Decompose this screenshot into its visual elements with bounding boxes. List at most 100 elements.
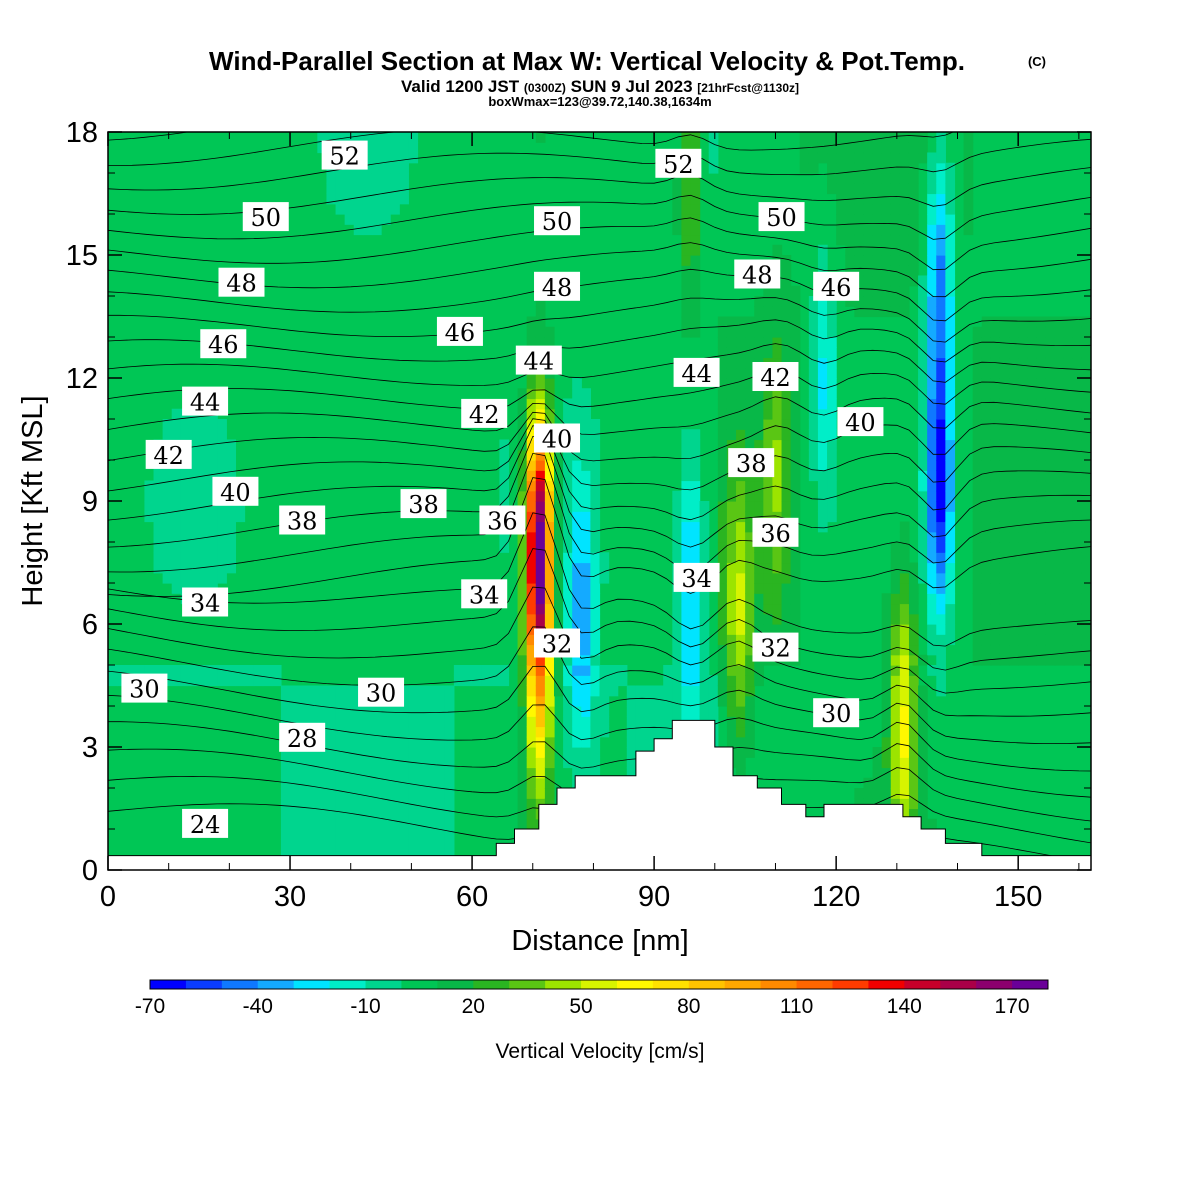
field-cell (827, 511, 837, 523)
field-cell (544, 747, 555, 758)
contour-label-box (728, 448, 775, 478)
field-cell (426, 706, 437, 717)
field-cell (936, 675, 946, 687)
field-cell (1063, 449, 1074, 461)
theta-line (108, 586, 1091, 694)
field-cell (171, 490, 182, 502)
field-cell (717, 449, 728, 461)
field-cell (517, 603, 528, 615)
field-cell (189, 562, 200, 574)
field-cell (1027, 593, 1037, 605)
field-cell (990, 624, 1001, 635)
field-cell (1081, 347, 1091, 359)
field-cell (927, 285, 937, 297)
field-cell (981, 480, 992, 492)
field-cell (745, 654, 755, 666)
field-cell (681, 706, 692, 717)
field-cell (408, 777, 419, 789)
field-cell (845, 183, 855, 195)
field-cell (326, 808, 337, 820)
field-cell (817, 511, 828, 523)
field-cell (681, 675, 692, 687)
field-cell (918, 398, 928, 410)
field-cell (217, 521, 227, 533)
field-cell (162, 562, 173, 574)
field-cell (335, 685, 346, 697)
field-cell (899, 562, 910, 574)
field-cell (581, 460, 591, 471)
theta-line (108, 194, 1091, 240)
field-cell (426, 767, 437, 779)
field-cell (690, 542, 701, 553)
field-cell (918, 378, 928, 389)
field-cell (171, 531, 182, 543)
field-cell (963, 132, 974, 143)
field-cell (990, 490, 1001, 502)
field-cell (581, 634, 591, 646)
contour-label-box (182, 587, 229, 617)
field-cell (535, 572, 546, 584)
field-cell (390, 142, 400, 154)
field-cell (608, 665, 619, 676)
field-cell (990, 603, 1001, 615)
field-cell (581, 531, 591, 543)
field-cell (535, 296, 546, 307)
field-cell (572, 613, 582, 625)
field-cell (717, 572, 728, 584)
field-cell (208, 521, 218, 533)
field-cell (936, 193, 946, 205)
field-cell (918, 552, 928, 564)
field-cell (972, 429, 983, 441)
field-cell (763, 583, 774, 594)
field-cell (754, 439, 764, 451)
contour-label: 36 (752, 517, 799, 548)
field-cell (754, 613, 764, 625)
field-cell (544, 613, 555, 625)
field-cell (581, 449, 591, 461)
field-cell (681, 244, 692, 256)
field-cell (381, 808, 391, 820)
field-cell (908, 654, 919, 666)
field-cell (1018, 337, 1028, 348)
field-cell (581, 603, 591, 615)
field-cell (899, 757, 910, 769)
field-cell (863, 234, 874, 246)
field-cell (426, 736, 437, 748)
field-cell (908, 183, 919, 195)
field-cell (845, 142, 855, 154)
field-cell (535, 388, 546, 400)
field-cell (717, 480, 728, 492)
field-cell (362, 183, 373, 195)
field-cell (690, 695, 701, 707)
field-cell (990, 408, 1001, 420)
field-cell (927, 552, 937, 564)
field-cell (972, 644, 983, 656)
field-cell (836, 142, 846, 154)
field-cell (936, 203, 946, 215)
field-cell (226, 531, 237, 543)
field-cell (517, 470, 528, 482)
field-cell (854, 173, 865, 184)
field-cell (908, 193, 919, 205)
field-cell (162, 419, 173, 430)
field-cell (681, 511, 692, 523)
field-cell (371, 747, 382, 758)
colorbar-tick-label: 80 (677, 995, 700, 1018)
field-cell (918, 490, 928, 502)
field-cell (1072, 357, 1083, 369)
field-cell (726, 552, 737, 564)
field-cell (517, 388, 528, 400)
field-cell (827, 470, 837, 482)
field-cell (280, 777, 291, 789)
field-cell (872, 296, 883, 307)
field-cell (426, 716, 437, 728)
field-cell (690, 654, 701, 666)
colorbar-tick-label: -40 (243, 995, 273, 1018)
colorbar-tick-label: -70 (135, 995, 165, 1018)
x-tick-label: 30 (274, 881, 306, 913)
field-cell (890, 203, 901, 215)
field-cell (699, 644, 710, 656)
field-cell (599, 706, 610, 717)
field-cell (690, 675, 701, 687)
field-cell (745, 439, 755, 451)
